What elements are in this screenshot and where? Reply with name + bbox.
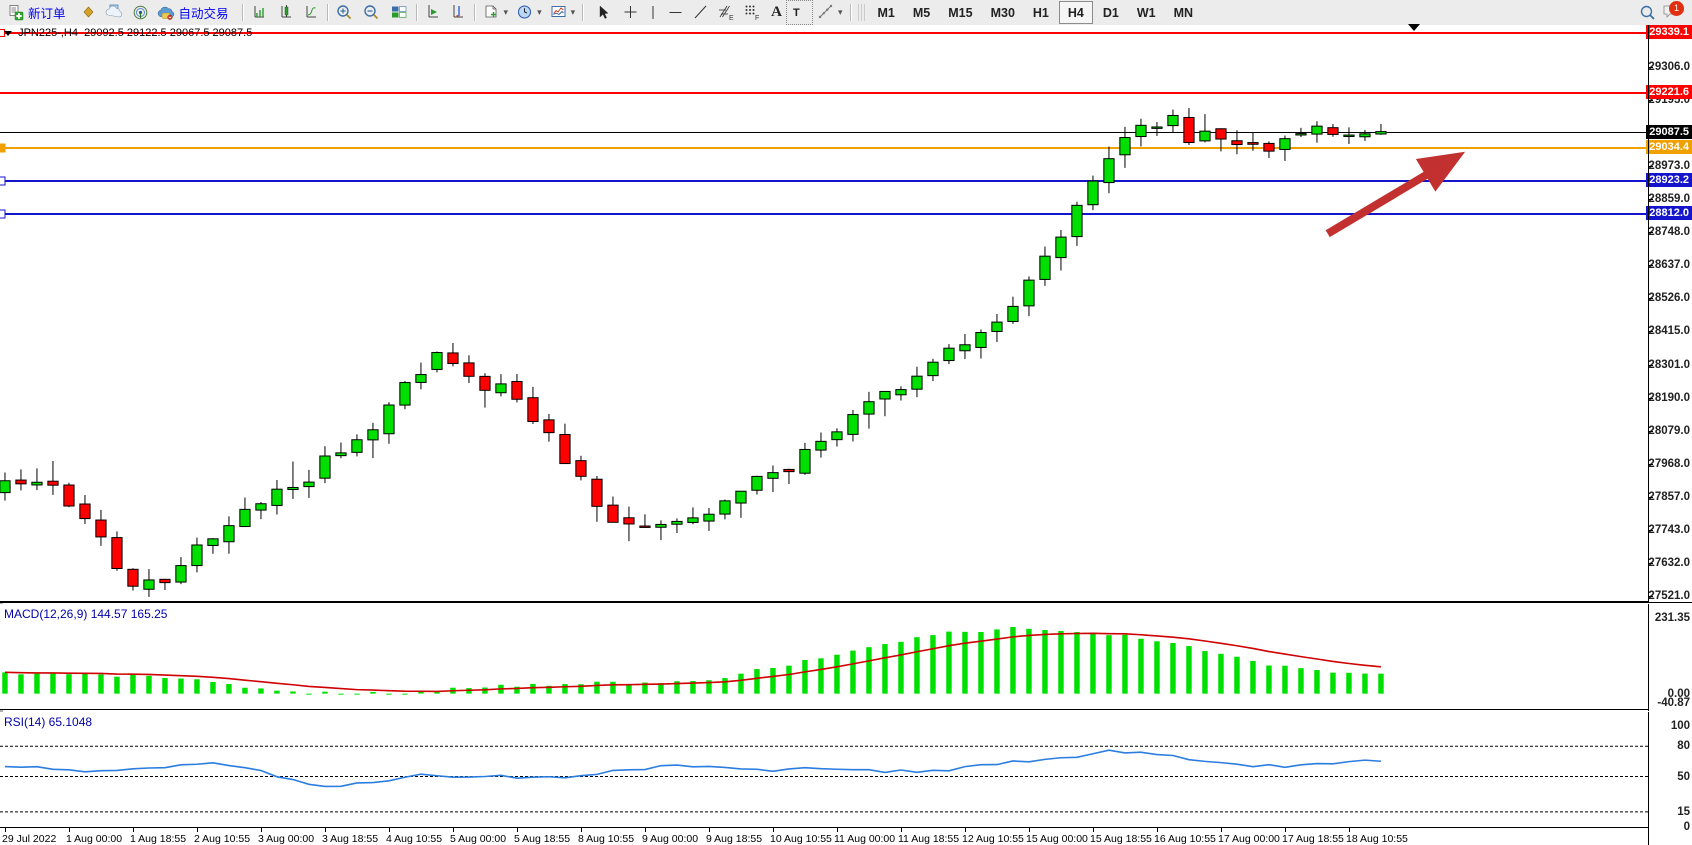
svg-text:F: F [755,15,759,21]
svg-text:T: T [793,7,800,19]
svg-text:E: E [729,15,734,21]
